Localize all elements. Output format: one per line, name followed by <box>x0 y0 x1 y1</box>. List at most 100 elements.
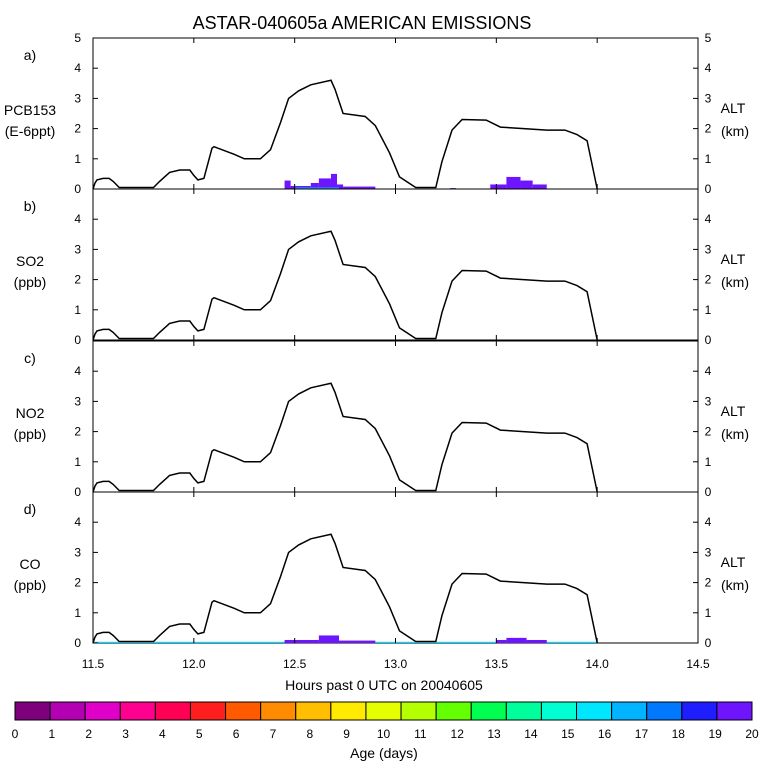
y-tick-label: 4 <box>74 212 81 226</box>
legend-tick-label: 9 <box>343 727 350 741</box>
y-tick-label: 5 <box>74 31 81 45</box>
y-tick-label: 3 <box>74 91 81 105</box>
y-tick-label-right: 2 <box>705 273 712 287</box>
legend-swatch <box>400 701 437 721</box>
legend-swatch <box>49 701 86 721</box>
legend-swatch <box>119 701 156 721</box>
panel-tag: a) <box>24 47 36 63</box>
y-tick-label-right: 2 <box>705 576 712 590</box>
panel-units: (E-6ppt) <box>5 123 56 139</box>
x-tick-label: 13.5 <box>485 657 509 671</box>
legend-swatch <box>505 701 542 721</box>
x-tick-label: 14.0 <box>585 657 609 671</box>
y-tick-label: 2 <box>74 273 81 287</box>
legend-swatch <box>646 701 683 721</box>
x-tick-label: 12.5 <box>283 657 307 671</box>
y-tick-label-right: 0 <box>705 333 712 347</box>
right-axis-label: ALT <box>721 100 746 116</box>
age-bar <box>339 640 376 643</box>
y-tick-label: 3 <box>74 394 81 408</box>
y-tick-label-right: 2 <box>705 122 712 136</box>
right-axis-units: (km) <box>721 577 749 593</box>
legend-swatch <box>84 701 121 721</box>
legend-swatch <box>435 701 472 721</box>
legend-swatch <box>330 701 367 721</box>
y-tick-label-right: 0 <box>705 182 712 196</box>
age-bar <box>310 182 319 189</box>
legend-tick-label: 8 <box>306 727 313 741</box>
y-tick-label-right: 4 <box>705 212 712 226</box>
legend-tick-label: 14 <box>524 727 538 741</box>
y-tick-label: 4 <box>74 61 81 75</box>
legend-tick-label: 0 <box>12 727 19 741</box>
legend-tick-label: 11 <box>414 727 427 741</box>
legend-swatch <box>611 701 648 721</box>
altitude-line <box>92 230 598 341</box>
x-tick-label: 14.5 <box>686 657 710 671</box>
y-tick-label: 0 <box>74 636 81 650</box>
y-tick-label-right: 1 <box>705 152 712 166</box>
age-bar <box>284 180 291 189</box>
legend-swatch <box>154 701 191 721</box>
y-tick-label: 2 <box>74 122 81 136</box>
age-bar <box>506 176 521 189</box>
y-tick-label-right: 4 <box>705 364 712 378</box>
x-tick-label: 12.0 <box>182 657 206 671</box>
legend-swatch <box>225 701 262 721</box>
legend-tick-label: 1 <box>49 727 56 741</box>
y-tick-label-right: 3 <box>705 242 712 256</box>
right-axis-label: ALT <box>721 554 746 570</box>
y-tick-label-right: 5 <box>705 31 712 45</box>
age-bar <box>490 184 507 189</box>
panel-tag: c) <box>24 350 36 366</box>
legend-swatch <box>260 701 297 721</box>
y-tick-label-right: 2 <box>705 425 712 439</box>
y-tick-label: 1 <box>74 606 81 620</box>
legend-swatch <box>365 701 402 721</box>
age-bar <box>337 184 344 189</box>
age-bar <box>375 641 497 643</box>
age-bar <box>506 637 527 643</box>
legend-tick-label: 4 <box>159 727 166 741</box>
age-bar <box>294 187 340 189</box>
legend-tick-label: 15 <box>561 727 575 741</box>
age-bar <box>532 184 547 189</box>
legend-tick-label: 3 <box>122 727 129 741</box>
age-bar <box>526 639 547 643</box>
right-axis-units: (km) <box>721 426 749 442</box>
legend-tick-label: 17 <box>635 727 649 741</box>
legend-tick-label: 12 <box>451 727 465 741</box>
legend-swatch <box>540 701 578 721</box>
y-tick-label: 0 <box>74 485 81 499</box>
legend-tick-label: 2 <box>85 727 92 741</box>
y-tick-label-right: 0 <box>705 485 712 499</box>
legend-tick-label: 18 <box>672 727 686 741</box>
age-bar <box>520 180 533 189</box>
panel-tag: d) <box>24 501 36 517</box>
age-bar <box>330 173 338 189</box>
y-tick-label: 0 <box>74 182 81 196</box>
legend-tick-label: 7 <box>270 727 277 741</box>
y-tick-label: 2 <box>74 425 81 439</box>
y-tick-label: 1 <box>74 152 81 166</box>
legend-swatch <box>189 701 227 721</box>
legend-tick-label: 16 <box>598 727 612 741</box>
legend-tick-label: 19 <box>708 727 722 741</box>
legend-tick-label: 13 <box>487 727 501 741</box>
legend-tick-label: 10 <box>377 727 391 741</box>
altitude-line <box>92 79 598 190</box>
legend-swatch <box>295 701 332 721</box>
y-tick-label-right: 1 <box>705 303 712 317</box>
y-tick-label: 3 <box>74 242 81 256</box>
y-tick-label: 4 <box>74 515 81 529</box>
age-bar <box>496 639 507 643</box>
x-tick-label: 11.5 <box>82 657 105 671</box>
y-tick-label-right: 3 <box>705 545 712 559</box>
panel-label: SO2 <box>16 253 44 269</box>
right-axis-label: ALT <box>721 251 746 267</box>
legend-swatch <box>470 701 507 721</box>
x-axis-label: Hours past 0 UTC on 20040605 <box>285 677 483 693</box>
right-axis-units: (km) <box>721 274 749 290</box>
panel-units: (ppb) <box>14 426 47 442</box>
